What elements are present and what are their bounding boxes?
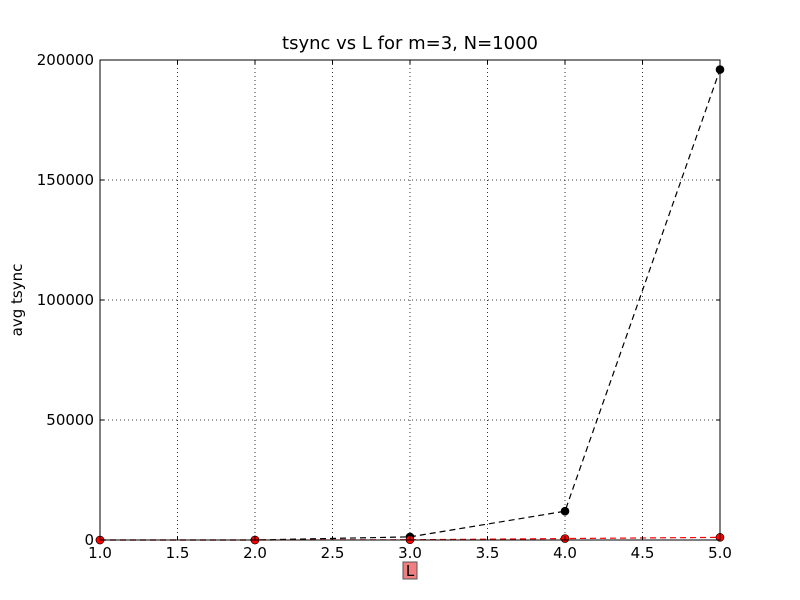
x-tick-label: 3.0 — [398, 544, 422, 562]
x-axis-label: L — [406, 562, 415, 580]
x-tick-label: 4.0 — [553, 544, 577, 562]
y-tick-label: 100000 — [37, 291, 94, 309]
x-tick-label: 2.0 — [243, 544, 267, 562]
y-tick-label: 50000 — [46, 411, 94, 429]
x-tick-label: 1.0 — [88, 544, 112, 562]
x-tick-label: 5.0 — [708, 544, 732, 562]
x-tick-label: 3.5 — [476, 544, 500, 562]
y-tick-label: 200000 — [37, 51, 94, 69]
x-axis-label-highlight — [402, 561, 418, 580]
ticks: 1.0 1.5 2.0 2.5 3.0 3.5 4.0 4.5 5.0 0 50000 100000 1… — [37, 51, 732, 562]
x-tick-label: 1.5 — [166, 544, 190, 562]
y-tick-label: 0 — [84, 531, 94, 549]
x-tick-label: 2.5 — [321, 544, 345, 562]
series-0-point — [560, 506, 570, 516]
chart-title: tsync vs L for m=3, N=1000 — [282, 33, 538, 54]
y-axis-label: avg tsync — [8, 264, 26, 337]
x-tick-label: 4.5 — [631, 544, 655, 562]
y-tick-label: 150000 — [37, 171, 94, 189]
